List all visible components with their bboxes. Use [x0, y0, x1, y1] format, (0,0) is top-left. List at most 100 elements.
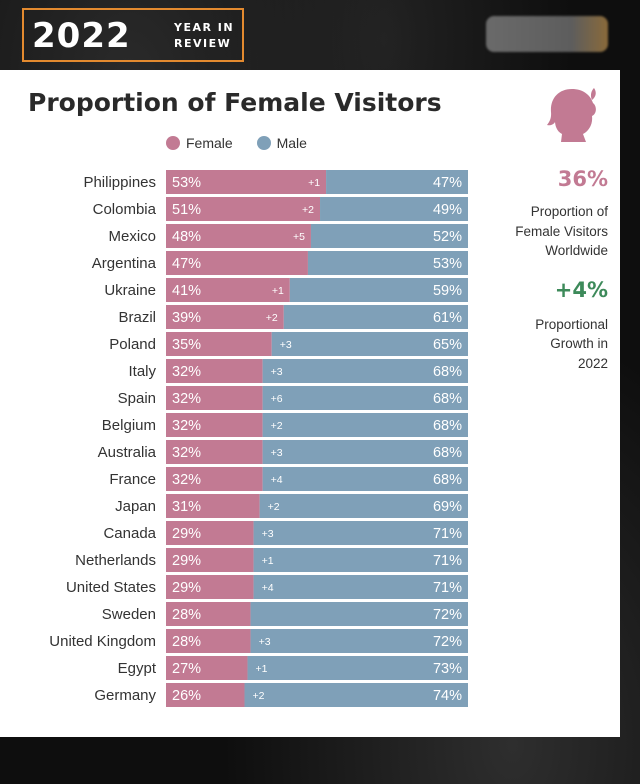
change-label-france: +4	[271, 474, 283, 486]
female-share-label: Proportion of Female Visitors Worldwide	[476, 202, 608, 261]
change-label-poland: +3	[280, 339, 292, 351]
bar-male-united-states	[253, 575, 468, 599]
category-label-italy: Italy	[128, 363, 156, 380]
bar-male-spain	[262, 386, 468, 410]
value-label-male-brazil: 61%	[433, 310, 462, 326]
logo-subtitle-line-1: YEAR IN	[174, 21, 235, 34]
value-label-male-japan: 69%	[433, 499, 462, 515]
bar-male-poland	[271, 332, 468, 356]
bar-female-mexico	[166, 224, 311, 248]
category-label-netherlands: Netherlands	[75, 552, 156, 569]
value-label-female-mexico: 48%	[172, 229, 201, 245]
change-label-mexico: +5	[293, 231, 305, 243]
value-label-male-philippines: 47%	[433, 175, 462, 191]
bar-female-colombia	[166, 197, 321, 221]
bar-male-egypt	[247, 656, 468, 680]
category-label-japan: Japan	[115, 498, 156, 515]
value-label-female-germany: 26%	[172, 688, 201, 704]
bar-male-mexico	[310, 224, 468, 248]
bar-male-philippines	[326, 170, 468, 194]
value-label-female-australia: 32%	[172, 445, 201, 461]
category-label-australia: Australia	[98, 444, 157, 461]
legend-swatch-male	[256, 136, 271, 150]
value-label-female-ukraine: 41%	[172, 283, 201, 299]
legend-item-female: Female	[166, 134, 233, 152]
category-label-philippines: Philippines	[83, 174, 156, 191]
growth-label-line-1: Proportional	[535, 316, 608, 332]
category-label-brazil: Brazil	[118, 309, 156, 326]
value-label-male-argentina: 53%	[433, 256, 462, 272]
side-stats: 36% Proportion of Female Visitors Worldw…	[476, 86, 608, 373]
bar-male-brazil	[283, 305, 468, 329]
legend-label-male: Male	[276, 135, 307, 151]
value-label-female-poland: 35%	[172, 337, 201, 353]
change-label-united-states: +4	[262, 582, 274, 594]
value-label-male-italy: 68%	[433, 364, 462, 380]
value-label-female-colombia: 51%	[172, 202, 201, 218]
value-label-male-mexico: 52%	[433, 229, 462, 245]
blurred-badge	[486, 16, 608, 52]
value-label-female-argentina: 47%	[172, 256, 201, 272]
value-label-male-colombia: 49%	[433, 202, 462, 218]
change-label-ukraine: +1	[272, 285, 284, 297]
value-label-female-canada: 29%	[172, 526, 201, 542]
value-label-female-japan: 31%	[172, 499, 201, 515]
category-label-mexico: Mexico	[108, 228, 156, 245]
growth-label-line-3: 2022	[577, 355, 608, 371]
category-label-germany: Germany	[94, 687, 156, 704]
category-label-france: France	[109, 471, 156, 488]
bar-female-ukraine	[166, 278, 290, 302]
logo-subtitle: YEAR IN REVIEW	[174, 20, 244, 52]
bar-female-belgium	[166, 413, 263, 437]
bar-female-australia	[166, 440, 263, 464]
growth-label-line-2: Growth in	[550, 336, 608, 351]
bar-male-argentina	[307, 251, 468, 275]
female-share-label-line-3: Worldwide	[545, 243, 608, 258]
bar-female-italy	[166, 359, 263, 383]
bar-female-japan	[166, 494, 260, 518]
category-label-united-states: United States	[66, 579, 156, 596]
value-label-female-italy: 32%	[172, 364, 201, 380]
bar-male-germany	[244, 683, 468, 707]
change-label-colombia: +2	[302, 204, 314, 216]
category-label-egypt: Egypt	[118, 660, 157, 677]
chart-legend: Female Male	[166, 134, 327, 152]
female-share-value: 36%	[557, 167, 608, 191]
female-share-label-line-1: Proportion of	[530, 204, 608, 219]
bar-female-netherlands	[166, 548, 254, 572]
value-label-male-germany: 74%	[433, 688, 462, 704]
legend-label-female: Female	[186, 135, 233, 151]
bar-female-brazil	[166, 305, 284, 329]
bar-female-argentina	[166, 251, 308, 275]
bar-female-united-states	[166, 575, 254, 599]
bar-male-japan	[259, 494, 468, 518]
change-label-canada: +3	[262, 528, 274, 540]
bar-male-ukraine	[289, 278, 468, 302]
bar-male-australia	[262, 440, 468, 464]
value-label-female-united-states: 29%	[172, 580, 201, 596]
legend-item-male: Male	[256, 134, 307, 152]
category-label-sweden: Sweden	[102, 606, 156, 623]
year-in-review-logo: 2022 YEAR IN REVIEW	[22, 8, 244, 62]
bar-male-france	[262, 467, 468, 491]
logo-year: 2022	[32, 16, 131, 56]
bar-female-philippines	[166, 170, 327, 194]
bar-female-sweden	[166, 602, 251, 626]
value-label-male-australia: 68%	[433, 445, 462, 461]
bar-male-colombia	[320, 197, 468, 221]
bar-male-italy	[262, 359, 468, 383]
value-label-male-ukraine: 59%	[433, 283, 462, 299]
female-head-icon	[547, 88, 596, 142]
female-head-icon-wrap	[476, 86, 608, 148]
value-label-female-egypt: 27%	[172, 661, 201, 677]
value-label-female-netherlands: 29%	[172, 553, 201, 569]
category-label-argentina: Argentina	[92, 255, 157, 272]
change-label-philippines: +1	[308, 177, 320, 189]
change-label-germany: +2	[253, 690, 265, 702]
change-label-egypt: +1	[256, 663, 268, 675]
change-label-belgium: +2	[271, 420, 283, 432]
legend-swatch-female	[166, 136, 180, 150]
value-label-female-belgium: 32%	[172, 418, 201, 434]
logo-subtitle-line-2: REVIEW	[174, 37, 232, 50]
